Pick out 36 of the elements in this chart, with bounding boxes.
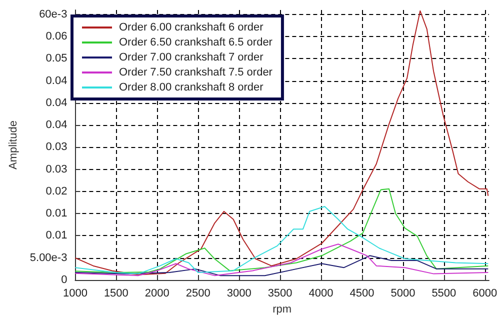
y-tick-label: 0.02: [46, 185, 68, 198]
x-tick-label: 4500: [350, 288, 374, 300]
y-tick-label: 0.03: [46, 141, 68, 154]
legend-label: Order 7.00 crankshaft 7 order: [119, 52, 264, 64]
line-series: [74, 188, 489, 273]
legend-label: Order 7.50 crankshaft 7.5 order: [119, 66, 273, 78]
y-tick-label: 0.04: [46, 96, 68, 109]
y-tick-label: 0.06: [46, 30, 68, 43]
legend-label: Order 8.00 crankshaft 8 order: [119, 82, 264, 94]
y-axis-title: Amplitude: [8, 120, 20, 170]
y-tick-label: 0: [61, 274, 68, 286]
x-tick-label: 4000: [308, 288, 334, 300]
y-tick-label: 0.05: [46, 52, 68, 65]
x-tick-label: 1000: [62, 288, 88, 300]
y-tick-label: 0.01: [46, 208, 68, 220]
x-tick-label: 5000: [390, 288, 416, 300]
x-tick-label: 2500: [186, 288, 210, 300]
y-tick-label: 60e-3: [39, 8, 68, 20]
x-tick-label: 2000: [144, 288, 170, 300]
x-tick-label: 6000: [472, 288, 498, 300]
x-tick-label: 3000: [226, 288, 252, 300]
line-series: [74, 206, 489, 274]
y-tick-label: 0.04: [46, 74, 68, 87]
line-series: [74, 244, 489, 276]
y-tick-label: 0.03: [46, 163, 68, 176]
y-tick-label: 0.01: [46, 230, 68, 242]
line-series: [74, 10, 489, 276]
x-tick-label: 5500: [432, 288, 456, 300]
x-tick-label: 3500: [268, 288, 292, 300]
x-tick-label: 1500: [104, 288, 128, 300]
line-series: [74, 255, 489, 276]
legend-label: Order 6.50 crankshaft 6.5 order: [119, 36, 273, 48]
y-tick-label: 0.04: [46, 119, 68, 132]
y-tick-label: 5.00e-3: [30, 252, 68, 264]
x-axis-title: rpm: [272, 304, 292, 316]
legend-label: Order 6.00 crankshaft 6 order: [119, 22, 264, 34]
